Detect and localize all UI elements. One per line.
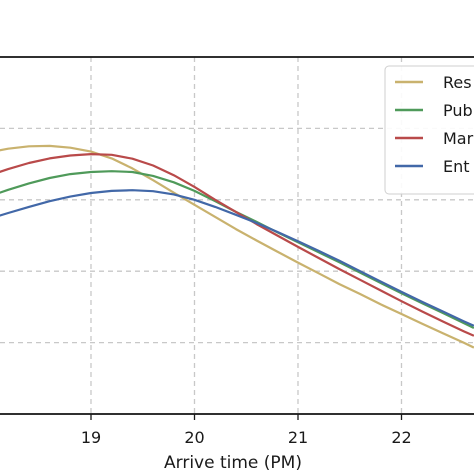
legend-label-mar: Mar <box>443 129 474 148</box>
grid <box>0 57 474 414</box>
legend-label-pub: Pub <box>443 101 473 120</box>
series-line-mar <box>0 153 474 337</box>
x-ticks: 19 20 21 22 <box>81 414 412 447</box>
plot-frame <box>0 56 474 415</box>
x-tick-label: 22 <box>391 428 411 447</box>
legend: Res Pub Mar Ent <box>384 65 474 195</box>
legend-label-res: Res <box>443 73 472 92</box>
series-line-ent <box>0 189 474 327</box>
x-tick-label: 19 <box>81 428 101 447</box>
series-lines <box>0 144 474 349</box>
x-tick-label: 20 <box>184 428 204 447</box>
x-tick-label: 21 <box>288 428 308 447</box>
legend-label-ent: Ent <box>443 157 470 176</box>
x-axis-label: Arrive time (PM) <box>164 453 302 473</box>
series-line-res <box>0 144 474 349</box>
legend-box <box>384 65 474 195</box>
